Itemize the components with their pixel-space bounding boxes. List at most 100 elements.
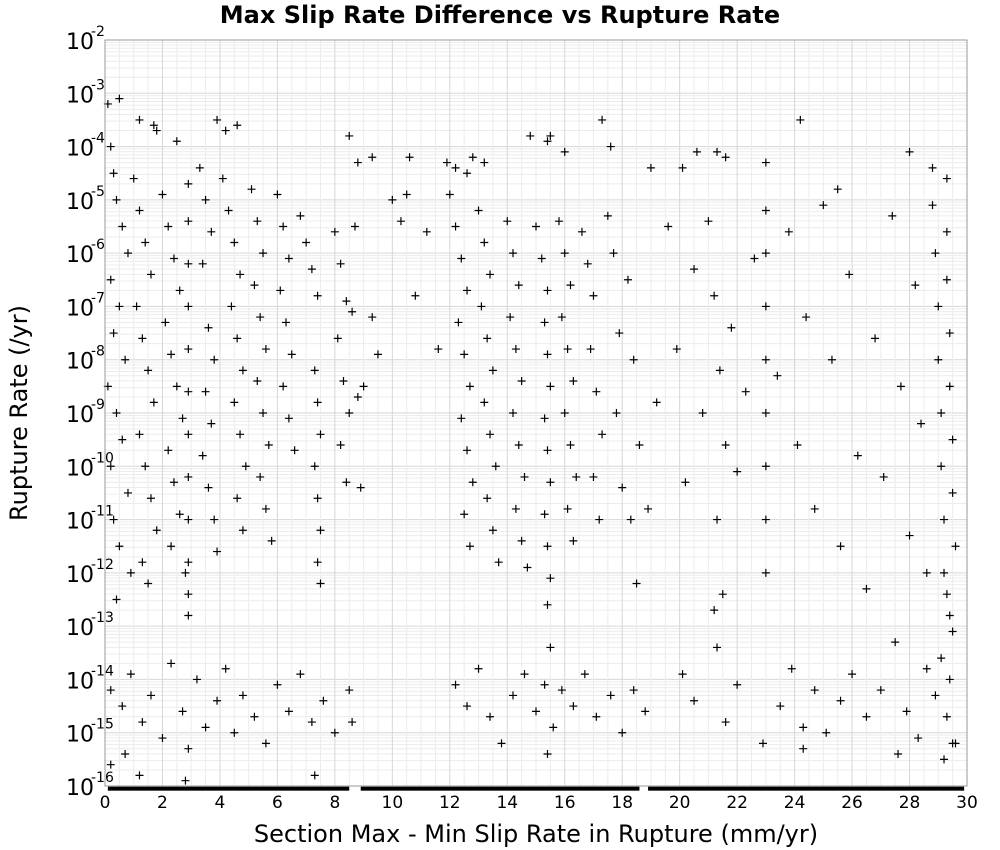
- data-point: [787, 664, 796, 673]
- data-point: [158, 190, 167, 199]
- data-point: [836, 542, 845, 551]
- x-tick-label: 24: [784, 793, 806, 813]
- data-point: [672, 345, 681, 354]
- x-tick-label: 6: [272, 793, 283, 813]
- data-point: [411, 291, 420, 300]
- data-point: [945, 382, 954, 391]
- data-point: [690, 265, 699, 274]
- data-point: [178, 707, 187, 716]
- data-point: [210, 515, 219, 524]
- data-point: [118, 702, 127, 711]
- data-point: [741, 387, 750, 396]
- data-point: [224, 206, 233, 215]
- data-point: [942, 712, 951, 721]
- data-point: [207, 419, 216, 428]
- data-point: [273, 680, 282, 689]
- data-point: [457, 414, 466, 423]
- data-point: [603, 211, 612, 220]
- data-point: [463, 169, 472, 178]
- data-point: [109, 329, 118, 338]
- y-tick-exponent: -2: [91, 24, 105, 40]
- y-tick-base: 10: [66, 243, 94, 268]
- data-point: [543, 137, 552, 146]
- data-point: [256, 472, 265, 481]
- data-point: [454, 318, 463, 327]
- data-point: [463, 446, 472, 455]
- data-point: [184, 590, 193, 599]
- data-point: [264, 440, 273, 449]
- data-point: [796, 115, 805, 124]
- data-point: [486, 430, 495, 439]
- data-point: [210, 355, 219, 364]
- data-point: [563, 345, 572, 354]
- data-point: [511, 345, 520, 354]
- data-point: [606, 142, 615, 151]
- data-point: [123, 249, 132, 258]
- data-point: [146, 494, 155, 503]
- data-point: [509, 249, 518, 258]
- data-point: [451, 680, 460, 689]
- data-point: [520, 670, 529, 679]
- data-point: [557, 686, 566, 695]
- data-point: [940, 755, 949, 764]
- data-point: [833, 185, 842, 194]
- data-point: [284, 254, 293, 263]
- data-point: [819, 201, 828, 210]
- data-point: [894, 750, 903, 759]
- data-point: [615, 329, 624, 338]
- data-point: [106, 275, 115, 284]
- y-tick-label: 10-3: [66, 77, 105, 108]
- data-point: [172, 137, 181, 146]
- y-tick-exponent: -9: [91, 397, 105, 413]
- y-tick-label: 10-11: [66, 504, 114, 535]
- floor-point-cluster: [107, 786, 350, 791]
- data-point: [793, 440, 802, 449]
- y-tick-base: 10: [66, 510, 94, 535]
- data-point: [121, 750, 130, 759]
- y-tick-exponent: -3: [91, 77, 105, 93]
- data-point: [175, 286, 184, 295]
- data-point: [566, 440, 575, 449]
- data-point: [112, 409, 121, 417]
- data-point: [236, 430, 245, 439]
- data-point: [109, 169, 118, 178]
- y-tick-base: 10: [66, 296, 94, 321]
- data-point: [112, 595, 121, 604]
- data-point: [192, 675, 201, 684]
- data-point: [543, 286, 552, 295]
- data-point: [940, 515, 949, 524]
- data-point: [310, 462, 319, 471]
- data-point: [879, 472, 888, 481]
- x-tick-label: 2: [157, 793, 168, 813]
- data-point: [761, 515, 770, 524]
- data-point: [928, 163, 937, 172]
- data-point: [727, 323, 736, 332]
- data-point: [896, 382, 905, 391]
- data-point: [911, 281, 920, 290]
- data-point: [721, 153, 730, 162]
- data-point: [945, 329, 954, 338]
- data-point: [250, 281, 259, 290]
- data-point: [595, 515, 604, 524]
- data-point: [514, 440, 523, 449]
- data-point: [353, 393, 362, 402]
- data-point: [169, 254, 178, 263]
- data-point: [169, 478, 178, 487]
- data-point: [233, 121, 242, 130]
- data-point: [681, 478, 690, 487]
- data-point: [313, 291, 322, 300]
- data-point: [572, 472, 581, 481]
- data-point: [589, 472, 598, 481]
- data-point: [928, 201, 937, 210]
- data-point: [480, 158, 489, 167]
- data-point: [213, 547, 222, 556]
- data-point: [296, 211, 305, 220]
- data-point: [618, 483, 627, 492]
- data-point: [161, 318, 170, 327]
- x-tick-label: 4: [215, 793, 226, 813]
- data-point: [721, 718, 730, 727]
- data-point: [296, 670, 305, 679]
- data-point: [184, 345, 193, 354]
- data-point: [629, 686, 638, 695]
